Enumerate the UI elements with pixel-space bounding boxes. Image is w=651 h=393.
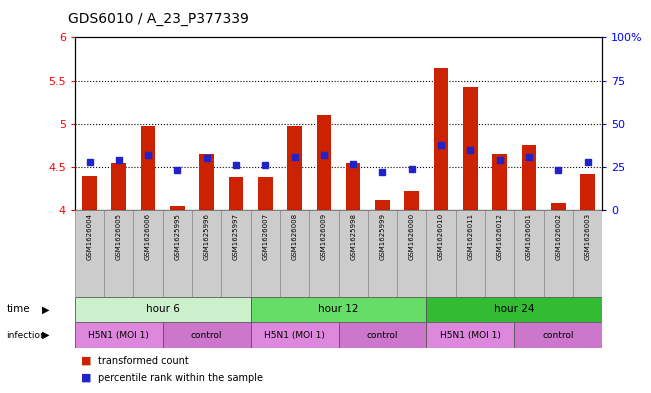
Text: hour 24: hour 24 xyxy=(494,305,534,314)
Text: control: control xyxy=(191,331,223,340)
Bar xyxy=(514,322,602,348)
Text: GSM1625998: GSM1625998 xyxy=(350,213,356,260)
Bar xyxy=(346,163,361,210)
Text: GSM1626012: GSM1626012 xyxy=(497,213,503,260)
Text: GSM1626004: GSM1626004 xyxy=(87,213,92,260)
Text: GSM1626009: GSM1626009 xyxy=(321,213,327,260)
Bar xyxy=(229,177,243,210)
Bar xyxy=(544,210,573,297)
Text: GSM1626010: GSM1626010 xyxy=(438,213,444,260)
Bar xyxy=(426,210,456,297)
Bar xyxy=(163,322,251,348)
Text: percentile rank within the sample: percentile rank within the sample xyxy=(98,373,262,383)
Text: H5N1 (MOI 1): H5N1 (MOI 1) xyxy=(89,331,149,340)
Text: hour 12: hour 12 xyxy=(318,305,359,314)
Bar xyxy=(485,210,514,297)
Text: GSM1625997: GSM1625997 xyxy=(233,213,239,260)
Text: time: time xyxy=(7,305,30,314)
Bar xyxy=(133,210,163,297)
Bar xyxy=(251,210,280,297)
Text: GSM1626003: GSM1626003 xyxy=(585,213,590,260)
Bar xyxy=(111,163,126,210)
Text: control: control xyxy=(542,331,574,340)
Bar xyxy=(170,206,185,210)
Bar xyxy=(75,210,104,297)
Bar xyxy=(104,210,133,297)
Bar xyxy=(463,88,478,210)
Bar xyxy=(339,210,368,297)
Bar xyxy=(287,125,302,210)
Bar xyxy=(551,203,566,210)
Text: transformed count: transformed count xyxy=(98,356,188,366)
Text: H5N1 (MOI 1): H5N1 (MOI 1) xyxy=(264,331,325,340)
Bar xyxy=(316,115,331,210)
Bar xyxy=(82,176,97,210)
Bar xyxy=(258,177,273,210)
Bar xyxy=(426,322,514,348)
Text: GSM1626007: GSM1626007 xyxy=(262,213,268,260)
Bar xyxy=(514,210,544,297)
Text: GSM1625999: GSM1625999 xyxy=(380,213,385,260)
Text: control: control xyxy=(367,331,398,340)
Bar xyxy=(309,210,339,297)
Bar xyxy=(434,68,449,210)
Bar xyxy=(404,191,419,210)
Bar xyxy=(397,210,426,297)
Bar xyxy=(75,297,251,322)
Text: GSM1626011: GSM1626011 xyxy=(467,213,473,260)
Bar xyxy=(492,154,507,210)
Bar xyxy=(368,210,397,297)
Bar xyxy=(192,210,221,297)
Bar xyxy=(251,322,339,348)
Text: ■: ■ xyxy=(81,373,92,383)
Text: GSM1626005: GSM1626005 xyxy=(116,213,122,260)
Text: GSM1626001: GSM1626001 xyxy=(526,213,532,260)
Bar xyxy=(375,200,390,210)
Bar xyxy=(521,145,536,210)
Text: GSM1626008: GSM1626008 xyxy=(292,213,298,260)
Text: GSM1626000: GSM1626000 xyxy=(409,213,415,260)
Bar xyxy=(573,210,602,297)
Bar xyxy=(280,210,309,297)
Text: GSM1626006: GSM1626006 xyxy=(145,213,151,260)
Text: GSM1626002: GSM1626002 xyxy=(555,213,561,260)
Bar xyxy=(580,174,595,210)
Text: GSM1625995: GSM1625995 xyxy=(174,213,180,260)
Bar xyxy=(251,297,426,322)
Bar xyxy=(339,322,426,348)
Text: H5N1 (MOI 1): H5N1 (MOI 1) xyxy=(440,331,501,340)
Text: ▶: ▶ xyxy=(42,330,50,340)
Bar xyxy=(426,297,602,322)
Bar xyxy=(199,154,214,210)
Text: hour 6: hour 6 xyxy=(146,305,180,314)
Text: ■: ■ xyxy=(81,356,92,366)
Bar xyxy=(141,125,156,210)
Text: infection: infection xyxy=(7,331,46,340)
Bar xyxy=(456,210,485,297)
Text: ▶: ▶ xyxy=(42,305,50,314)
Bar xyxy=(75,322,163,348)
Text: GDS6010 / A_23_P377339: GDS6010 / A_23_P377339 xyxy=(68,12,249,26)
Bar xyxy=(163,210,192,297)
Text: GSM1625996: GSM1625996 xyxy=(204,213,210,260)
Bar xyxy=(221,210,251,297)
